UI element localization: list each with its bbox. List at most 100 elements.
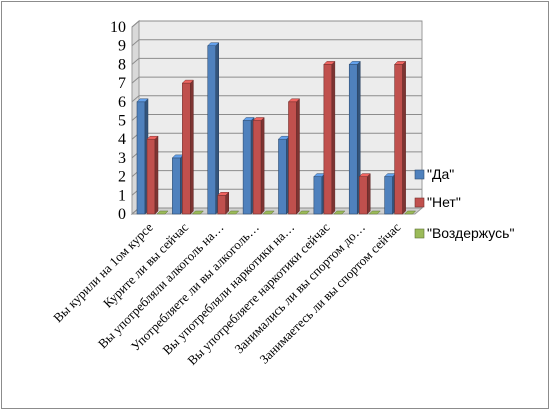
bar-top (358, 173, 371, 177)
bar (287, 98, 301, 215)
bar-flat (404, 210, 417, 215)
gridline-side (131, 39, 140, 47)
y-tick-label: 10 (110, 19, 126, 36)
bar (384, 172, 397, 215)
y-tick-label: 7 (118, 75, 126, 92)
bar (181, 79, 194, 215)
bar (227, 210, 240, 215)
y-tick-label: 8 (118, 56, 126, 73)
bar (404, 210, 417, 215)
bar-side (402, 60, 406, 215)
bar-front (252, 120, 262, 215)
bar (252, 116, 265, 215)
bar-side (225, 191, 229, 215)
bar-front (207, 45, 217, 215)
bar-top (394, 61, 407, 65)
bar-top (323, 61, 336, 65)
bar-side (215, 42, 219, 215)
bar-flat (368, 210, 381, 215)
y-tick-label: 2 (118, 169, 126, 186)
legend-swatch (414, 197, 425, 208)
bar-front (217, 195, 227, 215)
bar-top (136, 98, 149, 103)
legend-label: "Да" (427, 166, 454, 182)
bar-front (313, 176, 323, 215)
bar-front (348, 64, 358, 215)
legend-swatch (414, 228, 425, 239)
bar (348, 60, 361, 215)
gridline-side (131, 58, 140, 65)
bar-flat (262, 210, 275, 215)
legend-item: "Нет" (414, 194, 461, 210)
bar-top (146, 135, 159, 140)
bar-front (136, 101, 146, 215)
bar (156, 210, 169, 215)
bar (323, 60, 336, 215)
bar-flat (333, 210, 346, 215)
legend: "Да" "Нет" "Воздержусь" (414, 166, 514, 241)
bar-top (217, 192, 230, 196)
y-tick-label: 5 (118, 113, 126, 130)
bar (368, 210, 381, 215)
bar-front (242, 120, 252, 215)
bar-side (154, 135, 159, 215)
gridline-side (131, 76, 140, 84)
bar (394, 60, 407, 215)
bar-flat (297, 210, 311, 215)
gridline-side (131, 95, 140, 103)
bar-flat (156, 210, 169, 215)
bar-top (181, 79, 194, 84)
bar-front (278, 138, 287, 215)
bar-front (288, 101, 297, 215)
bar (207, 42, 220, 215)
bar (171, 154, 184, 215)
bar (313, 172, 326, 215)
bars (136, 42, 417, 215)
bar-front (146, 138, 156, 215)
legend-item: "Да" (414, 166, 454, 182)
bar-top (207, 42, 220, 46)
bar-top (348, 61, 361, 65)
bar-side (367, 172, 371, 215)
bar (333, 210, 346, 215)
bar-side (260, 116, 265, 215)
y-tick-label: 1 (118, 187, 126, 204)
y-tick-label: 9 (118, 38, 126, 55)
bar (358, 172, 371, 215)
bar-top (252, 117, 265, 121)
y-tick-label: 4 (118, 131, 126, 148)
bar-top (242, 117, 255, 121)
bar-front (394, 64, 403, 215)
bar (217, 191, 230, 215)
y-tick-label: 0 (118, 206, 126, 223)
legend-swatch (414, 169, 425, 180)
bar-front (384, 176, 393, 215)
bar-side (331, 60, 336, 215)
bar-front (358, 176, 368, 215)
bar-flat (227, 210, 240, 215)
bar-front (172, 157, 181, 215)
gridline-side (131, 20, 140, 28)
bar (136, 98, 149, 215)
legend-label: "Нет" (427, 194, 461, 210)
bar-front (323, 64, 333, 215)
bar (277, 135, 291, 215)
bar-flat (191, 210, 204, 215)
y-tick-label: 3 (118, 150, 126, 167)
bar (262, 210, 275, 215)
y-tick-label: 6 (118, 94, 126, 111)
bar-side (190, 79, 194, 215)
bar (297, 210, 311, 215)
bar (146, 135, 159, 215)
bar (242, 116, 255, 215)
bar (191, 210, 204, 215)
legend-item: "Воздержусь" (414, 225, 514, 241)
bar-top (287, 98, 301, 103)
legend-label: "Воздержусь" (427, 225, 514, 241)
bar-front (182, 82, 191, 215)
bar-side (296, 98, 300, 215)
